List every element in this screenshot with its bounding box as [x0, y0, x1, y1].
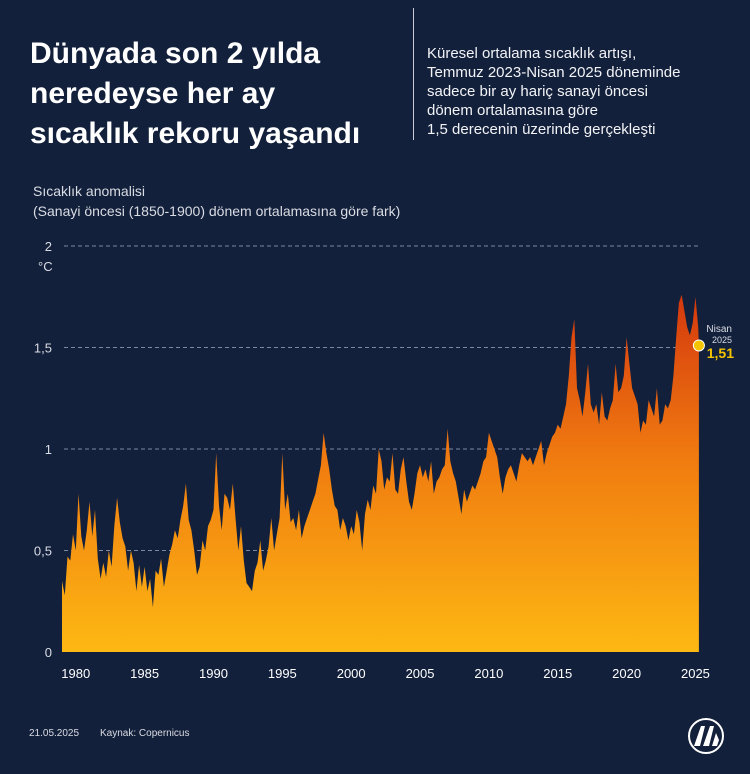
x-tick-label: 1985: [130, 666, 159, 681]
annotation-year: 2025: [712, 335, 732, 345]
y-axis-unit: °C: [38, 259, 53, 274]
annotation-value: 1,51: [707, 345, 734, 361]
temperature-area: [62, 294, 699, 652]
x-tick-label: 2005: [406, 666, 435, 681]
description-line-1: Küresel ortalama sıcaklık artışı,: [427, 45, 637, 62]
x-tick-label: 1980: [61, 666, 90, 681]
x-tick-label: 1990: [199, 666, 228, 681]
description-line-4: dönem ortalamasına göre: [427, 102, 598, 119]
x-tick-label: 2010: [474, 666, 503, 681]
annotation-month: Nisan: [706, 324, 732, 335]
header-divider: [413, 8, 414, 140]
x-tick-label: 2020: [612, 666, 641, 681]
y-tick-label: 2: [45, 239, 52, 254]
x-tick-label: 2015: [543, 666, 572, 681]
y-tick-label: 1,5: [34, 341, 52, 356]
description-line-3: sadece bir ay hariç sanayi öncesi: [427, 83, 648, 100]
x-tick-labels: 1980 1985 1990 1995 2000 2005 2010 2015 2020 2025: [61, 666, 710, 681]
headline-line-1: Dünyada son 2 yılda: [30, 37, 321, 70]
source-credit: Kaynak: Copernicus: [100, 728, 190, 739]
x-tick-label: 2000: [337, 666, 366, 681]
description: Küresel ortalama sıcaklık artışı, Temmuz…: [427, 44, 737, 139]
headline-line-3: sıcaklık rekoru yaşandı: [30, 117, 361, 150]
y-axis-title: Sıcaklık anomalisi (Sanayi öncesi (1850-…: [33, 181, 400, 221]
x-tick-label: 2025: [681, 666, 710, 681]
y-tick-label: 0,5: [34, 544, 52, 559]
headline-line-2: neredeyse her ay: [30, 77, 276, 110]
y-tick-label: 1: [45, 442, 52, 457]
y-tick-label: 0: [45, 645, 52, 660]
aa-logo-icon: [688, 718, 724, 754]
publish-date: 21.05.2025: [29, 728, 80, 739]
description-line-2: Temmuz 2023-Nisan 2025 döneminde: [427, 64, 681, 81]
y-axis-title-line-1: Sıcaklık anomalisi: [33, 183, 146, 199]
description-line-5: 1,5 derecenin üzerinde gerçekleşti: [427, 121, 656, 138]
latest-value-marker: [692, 339, 705, 352]
y-tick-labels: 0 0,5 1 1,5 2: [34, 239, 52, 660]
x-tick-label: 1995: [268, 666, 297, 681]
headline: Dünyada son 2 yılda neredeyse her ay sıc…: [30, 34, 390, 154]
y-axis-title-line-2: (Sanayi öncesi (1850-1900) dönem ortalam…: [33, 203, 401, 219]
